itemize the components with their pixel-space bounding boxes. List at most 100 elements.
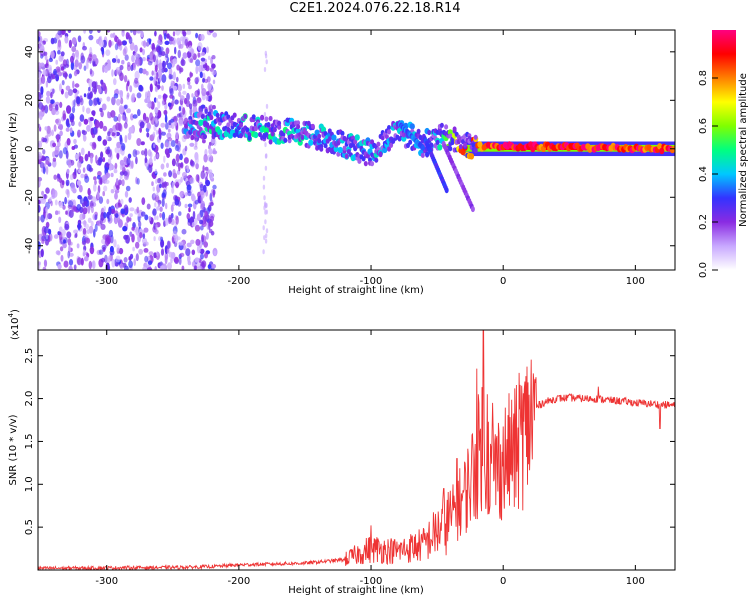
ridge-blob xyxy=(239,122,243,128)
spectrogram-y-axis-label: Frequency (Hz) xyxy=(8,112,19,188)
noise-speckle xyxy=(89,117,94,121)
noise-speckle xyxy=(55,250,61,256)
ridge-blob xyxy=(333,145,339,153)
noise-streak xyxy=(264,219,267,225)
noise-speckle xyxy=(83,93,87,98)
snr-y-multiplier-close: ) xyxy=(10,309,21,313)
noise-speckle xyxy=(57,141,61,148)
noise-speckle xyxy=(45,206,48,213)
noise-speckle xyxy=(132,114,138,119)
noise-speckle xyxy=(102,125,108,132)
noise-speckle xyxy=(64,91,69,99)
noise-speckle xyxy=(65,179,70,186)
noise-speckle xyxy=(186,242,192,248)
noise-speckle xyxy=(82,45,87,51)
noise-speckle xyxy=(122,225,128,232)
noise-speckle xyxy=(178,119,184,127)
noise-speckle xyxy=(38,102,44,110)
ridge-blob xyxy=(387,125,391,131)
noise-speckle xyxy=(208,144,211,150)
noise-speckle xyxy=(184,97,188,105)
noise-speckle xyxy=(173,256,179,263)
noise-speckle xyxy=(188,103,193,110)
noise-speckle xyxy=(132,149,138,158)
noise-speckle xyxy=(120,208,125,215)
noise-speckle xyxy=(57,173,61,179)
noise-speckle xyxy=(138,67,144,74)
noise-speckle xyxy=(126,92,130,98)
noise-speckle xyxy=(38,71,41,78)
noise-speckle xyxy=(110,189,115,194)
x-tick-label: 0 xyxy=(500,576,506,587)
noise-speckle xyxy=(161,74,167,83)
noise-speckle xyxy=(38,151,42,160)
noise-speckle xyxy=(170,140,176,147)
noise-streak xyxy=(264,238,268,244)
noise-speckle xyxy=(138,84,143,92)
noise-speckle xyxy=(211,69,217,76)
noise-speckle xyxy=(194,199,199,205)
noise-speckle xyxy=(146,203,151,210)
noise-speckle xyxy=(38,140,43,149)
noise-speckle xyxy=(208,148,213,155)
noise-speckle xyxy=(92,54,97,62)
noise-speckle xyxy=(85,237,91,244)
noise-speckle xyxy=(93,176,97,181)
ridge-blob xyxy=(357,158,362,164)
x-tick-label: -100 xyxy=(360,276,383,287)
noise-speckle xyxy=(168,73,172,80)
noise-speckle xyxy=(59,246,64,252)
noise-speckle xyxy=(123,122,128,129)
noise-speckle xyxy=(86,229,91,235)
noise-speckle xyxy=(111,132,116,137)
noise-speckle xyxy=(124,54,129,61)
noise-speckle xyxy=(52,157,57,162)
noise-streak xyxy=(156,215,159,221)
noise-speckle xyxy=(168,120,172,126)
noise-speckle xyxy=(211,55,216,60)
noise-speckle xyxy=(73,64,78,71)
noise-speckle xyxy=(152,208,157,216)
noise-speckle xyxy=(107,158,112,165)
noise-speckle xyxy=(171,252,176,259)
ridge-blob xyxy=(353,139,358,145)
noise-speckle xyxy=(174,144,180,152)
noise-streak xyxy=(153,215,157,221)
noise-speckle xyxy=(129,213,133,218)
ridge-blob xyxy=(342,145,347,151)
noise-speckle xyxy=(123,171,128,176)
noise-speckle xyxy=(168,214,172,220)
noise-speckle xyxy=(106,211,110,219)
noise-speckle xyxy=(114,192,118,200)
noise-speckle xyxy=(120,198,124,205)
noise-speckle xyxy=(145,91,148,100)
noise-speckle xyxy=(160,248,165,256)
noise-speckle xyxy=(89,46,93,56)
noise-speckle xyxy=(89,68,93,75)
noise-speckle xyxy=(151,70,154,76)
ridge-blob xyxy=(382,146,388,154)
noise-speckle xyxy=(128,260,134,269)
noise-speckle xyxy=(142,68,147,75)
noise-speckle xyxy=(99,39,104,48)
noise-speckle xyxy=(166,162,169,168)
noise-speckle xyxy=(197,265,203,270)
noise-speckle xyxy=(116,185,120,191)
noise-speckle xyxy=(213,250,217,256)
noise-streak xyxy=(155,224,158,230)
noise-speckle xyxy=(55,59,58,65)
noise-speckle xyxy=(68,209,74,218)
noise-speckle xyxy=(128,197,132,203)
noise-streak xyxy=(154,202,157,208)
x-tick-label: 100 xyxy=(626,276,645,287)
noise-speckle xyxy=(74,168,77,176)
noise-speckle xyxy=(98,97,103,103)
noise-speckle xyxy=(202,78,206,83)
noise-speckle xyxy=(88,53,93,62)
noise-speckle xyxy=(70,120,75,127)
noise-speckle xyxy=(111,58,117,63)
noise-speckle xyxy=(50,50,55,59)
noise-speckle xyxy=(147,61,153,66)
noise-speckle xyxy=(155,71,159,80)
noise-speckle xyxy=(200,253,204,260)
